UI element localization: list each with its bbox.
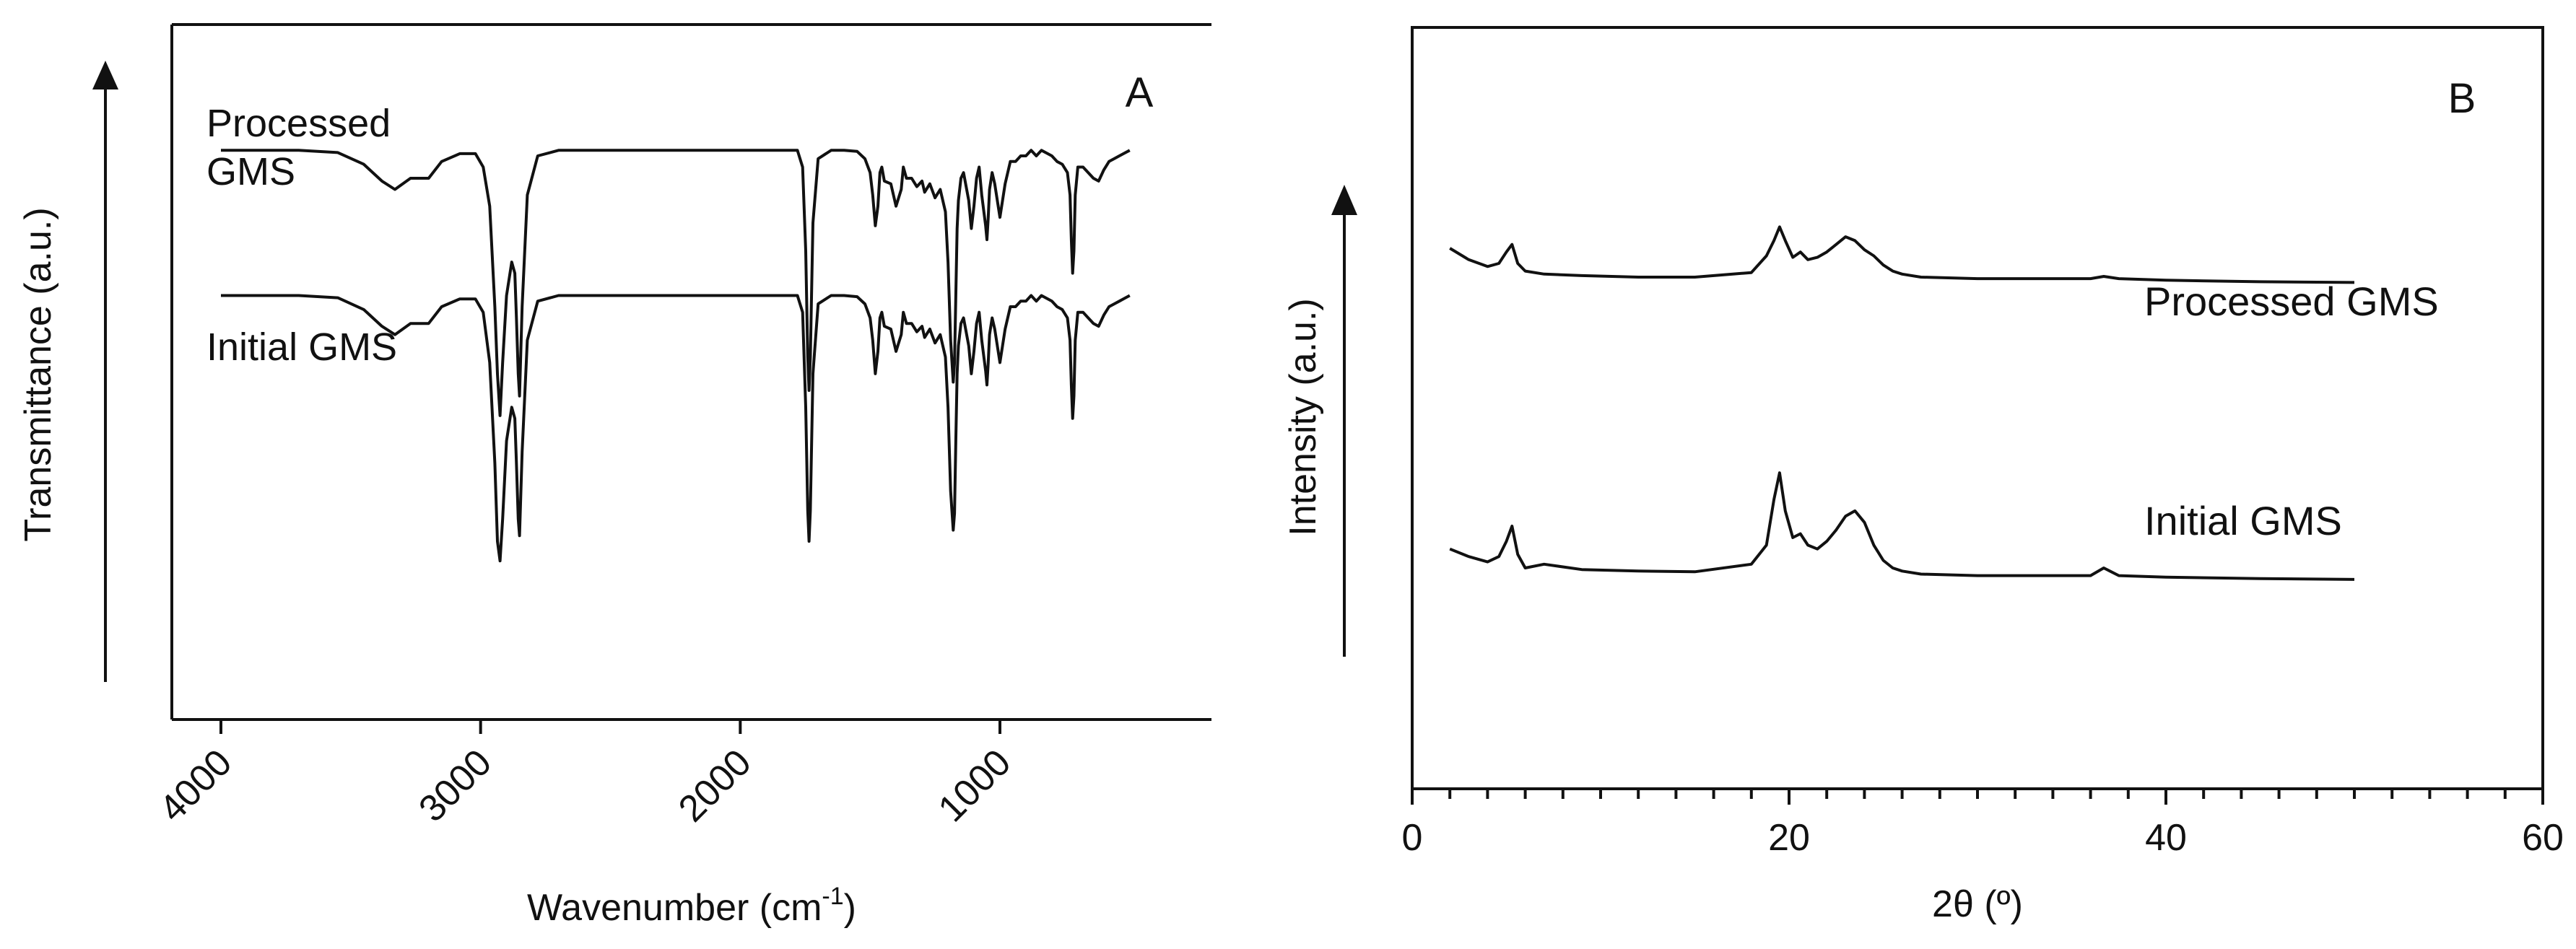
ftir-x-ticks: 4000 3000 2000 1000 (152, 720, 1019, 830)
xrd-x-tick-label: 60 (2522, 817, 2564, 859)
ftir-series-label-processed-line1: Processed (206, 102, 391, 145)
xrd-panel-label: B (2448, 75, 2476, 122)
ftir-series-label-processed-line2: GMS (206, 150, 295, 193)
ftir-series-line-processed (221, 149, 1131, 417)
ftir-x-tick-label: 2000 (671, 741, 760, 830)
ftir-x-axis-label-end: ) (844, 887, 856, 929)
xrd-x-tick-label: 40 (2145, 817, 2187, 859)
ftir-panel: Transmittance (a.u.) A Processed GMS Ini… (17, 23, 1211, 929)
ftir-series-line-initial (221, 294, 1131, 563)
ftir-series-label-initial: Initial GMS (206, 325, 397, 369)
xrd-series-label-processed: Processed GMS (2144, 279, 2439, 324)
ftir-x-tick-label: 3000 (411, 741, 500, 830)
xrd-x-axis-label: 2θ (º) (1932, 883, 2023, 925)
xrd-y-axis-label: Intensity (a.u.) (1282, 298, 1324, 535)
xrd-series-line-initial (1449, 471, 2355, 581)
xrd-x-ticks: 0 20 40 60 (1402, 789, 2564, 859)
xrd-x-tick-label: 0 (1402, 817, 1423, 859)
ftir-x-tick-label: 4000 (152, 741, 240, 830)
ftir-x-axis-label-main: Wavenumber (cm (527, 887, 822, 929)
ftir-y-axis-label: Transmittance (a.u.) (17, 207, 59, 541)
xrd-frame (1411, 26, 2544, 790)
ftir-x-tick-label: 1000 (931, 741, 1019, 830)
xrd-x-tick-label: 20 (1768, 817, 1810, 859)
xrd-y-arrow-head (1331, 185, 1357, 215)
ftir-y-arrow-head (92, 61, 118, 89)
ftir-panel-label: A (1126, 69, 1154, 116)
xrd-panel: Intensity (a.u.) B Processed GMS Initial… (1282, 26, 2564, 925)
xrd-series-label-initial: Initial GMS (2144, 498, 2342, 543)
xrd-series-line-processed (1449, 225, 2355, 284)
ftir-x-axis-label-sup: -1 (822, 883, 843, 910)
ftir-series (221, 149, 1131, 563)
ftir-x-axis-label: Wavenumber (cm-1) (527, 883, 856, 929)
xrd-series (1449, 225, 2355, 581)
